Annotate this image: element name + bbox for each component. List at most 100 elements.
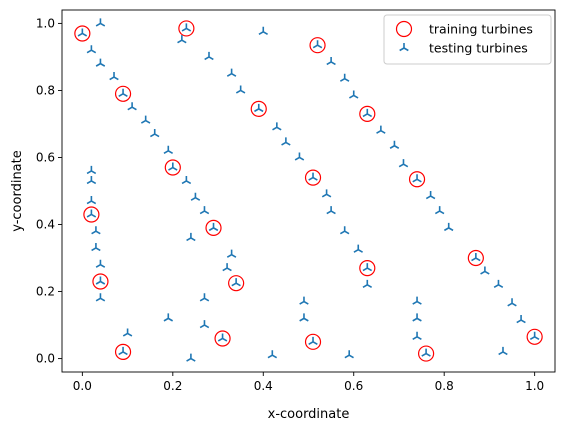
testing-turbine-point — [480, 266, 490, 275]
testing-turbine-point — [339, 73, 350, 82]
testing-turbine-point — [272, 122, 282, 131]
testing-turbine-point — [91, 226, 101, 235]
testing-turbine-point — [95, 259, 106, 268]
training-turbine-point — [467, 249, 484, 267]
testing-turbine-point — [149, 129, 160, 138]
x-axis-ticks: 0.0 0.2 0.4 0.6 0.8 1.0 — [73, 372, 544, 393]
testing-turbine-point — [95, 293, 106, 302]
testing-turbine-point — [199, 320, 210, 329]
legend-testing-marker — [399, 43, 409, 52]
testing-turbine-point — [412, 174, 422, 183]
testing-turbine-point — [425, 191, 436, 200]
testing-turbine-point — [258, 26, 269, 35]
training-turbine-point — [304, 333, 322, 350]
plot-frame — [61, 9, 556, 373]
testing-turbine-point — [389, 140, 400, 149]
legend: training turbines testing turbines — [383, 14, 552, 65]
training-turbine-point — [359, 105, 376, 123]
y-tick-label: 0.4 — [36, 218, 55, 232]
training-turbine-point — [408, 171, 426, 188]
testing-turbine-point — [516, 315, 526, 324]
testing-turbine-point — [95, 58, 106, 67]
y-tick-label: 1.0 — [36, 16, 55, 30]
x-tick-label: 0.6 — [344, 379, 363, 393]
testing-turbine-point — [507, 298, 517, 307]
x-tick-label: 1.0 — [525, 379, 544, 393]
testing-turbine-point — [127, 102, 137, 111]
testing-turbine-point — [339, 226, 350, 235]
testing-turbine-point — [122, 328, 133, 337]
testing-turbine-point — [199, 293, 210, 302]
x-tick-label: 0.4 — [254, 379, 273, 393]
testing-turbine-point — [471, 253, 481, 262]
x-tick-label: 0.2 — [163, 379, 182, 393]
training-turbine-point — [309, 37, 326, 54]
testing-turbine-point — [177, 35, 187, 44]
testing-turbine-point — [443, 222, 454, 232]
testing-turbine-point — [529, 331, 540, 340]
testing-turbine-point — [208, 222, 219, 232]
testing-turbine-point — [199, 206, 210, 215]
plot-marks — [74, 18, 543, 362]
testing-turbine-point — [222, 263, 232, 272]
training-turbine-point — [74, 25, 91, 42]
testing-turbine-point — [226, 68, 237, 77]
legend-testing-label: testing turbines — [429, 41, 528, 56]
testing-turbine-point — [326, 56, 336, 66]
testing-turbine-point — [86, 209, 97, 218]
testing-turbine-point — [362, 263, 373, 272]
y-axis-ticks: 0.0 0.2 0.4 0.6 0.8 1.0 — [36, 16, 62, 366]
testing-turbine-point — [308, 172, 318, 181]
testing-turbine-point — [181, 175, 192, 185]
testing-turbine-point — [91, 242, 101, 252]
testing-turbine-point — [109, 72, 119, 81]
training-turbine-point — [205, 219, 222, 236]
testing-turbine-point — [163, 145, 174, 154]
training-turbine-point — [417, 345, 435, 362]
testing-turbine-point — [86, 45, 97, 54]
x-tick-label: 0.8 — [435, 379, 454, 393]
y-tick-label: 0.2 — [36, 285, 55, 299]
testing-turbine-point — [498, 346, 508, 356]
testing-turbine-point — [362, 108, 373, 118]
testing-turbine-point — [86, 196, 97, 205]
testing-turbine-point — [181, 23, 192, 32]
y-tick-label: 0.0 — [36, 352, 55, 366]
x-tick-label: 0.0 — [73, 379, 92, 393]
testing-turbine-point — [186, 232, 196, 242]
testing-turbine-point — [281, 137, 291, 146]
legend-training-label: training turbines — [429, 22, 533, 37]
training-turbine-point — [164, 159, 181, 176]
testing-turbine-point — [118, 88, 128, 97]
testing-turbine-point — [362, 279, 373, 289]
training-turbine-point — [228, 275, 245, 292]
testing-turbine-point — [308, 336, 318, 346]
training-turbine-point — [250, 100, 267, 117]
training-turbine-point — [92, 273, 109, 290]
testing-turbine-point — [254, 103, 264, 113]
testing-turbine-point — [86, 175, 97, 185]
testing-turbine-point — [299, 313, 309, 322]
testing-turbine-point — [163, 313, 174, 322]
testing-turbine-point — [95, 18, 106, 27]
testing-turbine-point — [204, 51, 214, 61]
testing-turbine-point — [312, 40, 323, 49]
testing-turbine-point — [348, 90, 359, 99]
testing-turbine-point — [186, 353, 196, 362]
testing-turbine-point — [140, 115, 151, 124]
testing-turbine-point — [267, 350, 278, 359]
testing-turbine-point — [326, 206, 336, 215]
training-turbine-point — [359, 259, 376, 277]
testing-turbine-point — [235, 85, 246, 94]
legend-testing-tri — [399, 43, 409, 52]
testing-turbine-point — [493, 279, 504, 289]
training-turbine-point — [526, 328, 543, 345]
testing-turbine-point — [217, 333, 228, 342]
y-tick-label: 0.6 — [36, 150, 55, 164]
testing-turbine-point — [118, 346, 128, 356]
x-axis-label: x-coordinate — [268, 407, 350, 422]
testing-turbine-point — [294, 152, 305, 161]
legend-box — [383, 14, 552, 65]
